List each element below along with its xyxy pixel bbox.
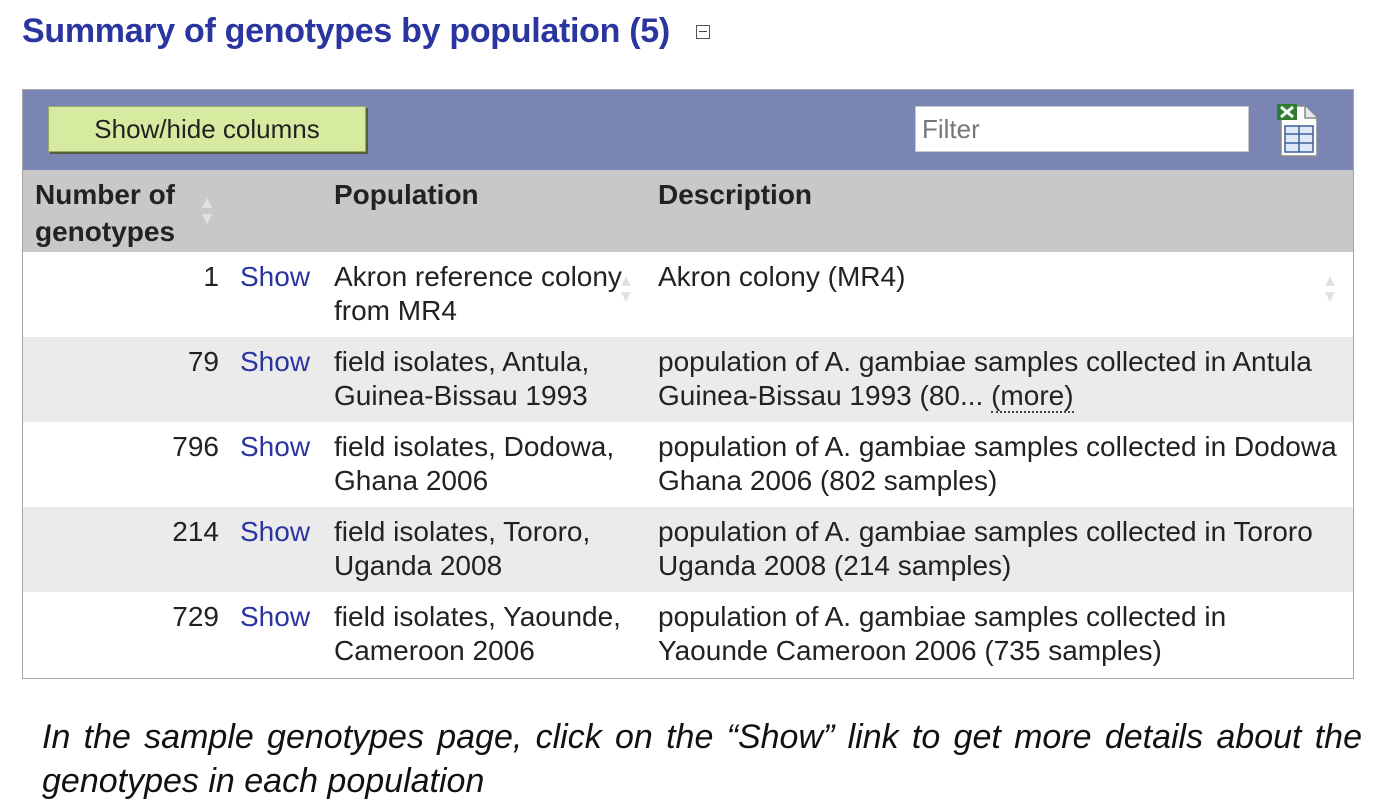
genotype-count: 1: [203, 261, 219, 292]
genotypes-table-panel: Show/hide columns Number of genotypes Po…: [22, 89, 1354, 679]
description-text: population of A. gambiae samples collect…: [658, 346, 1312, 411]
population-name: field isolates, Antula, Guinea-Bissau 19…: [334, 346, 590, 411]
section-header: Summary of genotypes by population (5): [22, 12, 710, 51]
column-header-population[interactable]: Population: [334, 176, 479, 213]
section-title: Summary of genotypes by population (5): [22, 12, 670, 50]
population-name: field isolates, Dodowa, Ghana 2006: [334, 431, 615, 496]
population-description: Akron colony (MR4): [658, 260, 1338, 294]
show-hide-columns-button[interactable]: Show/hide columns: [48, 106, 366, 152]
filter-input[interactable]: [915, 106, 1249, 152]
table-header: Number of genotypes Population Descripti…: [23, 170, 1353, 302]
table-row: 1 Show Akron reference colony from MR4 A…: [23, 252, 1353, 337]
genotype-count: 796: [172, 431, 219, 462]
description-text: population of A. gambiae samples collect…: [658, 601, 1227, 666]
population-name: field isolates, Yaounde, Cameroon 2006: [334, 601, 621, 666]
population-description: population of A. gambiae samples collect…: [658, 430, 1338, 498]
genotype-count: 214: [172, 516, 219, 547]
column-header-number-label: Number of genotypes: [35, 179, 176, 247]
show-link[interactable]: Show: [240, 516, 311, 547]
genotype-count: 729: [172, 601, 219, 632]
table-row: 796 Show field isolates, Dodowa, Ghana 2…: [23, 422, 1353, 507]
instruction-caption: In the sample genotypes page, click on t…: [42, 718, 1362, 800]
table-row: 729 Show field isolates, Yaounde, Camero…: [23, 592, 1353, 677]
description-text: Akron colony (MR4): [658, 261, 906, 292]
more-link[interactable]: (more): [991, 380, 1074, 413]
column-header-number[interactable]: Number of genotypes: [35, 176, 195, 250]
population-description: population of A. gambiae samples collect…: [658, 515, 1338, 583]
genotype-count: 79: [187, 346, 219, 377]
column-header-description[interactable]: Description: [658, 176, 812, 213]
sort-icon[interactable]: [619, 274, 633, 304]
table-row: 79 Show field isolates, Antula, Guinea-B…: [23, 337, 1353, 422]
description-text: population of A. gambiae samples collect…: [658, 516, 1313, 581]
column-header-population-label: Population: [334, 179, 479, 210]
population-description: population of A. gambiae samples collect…: [658, 600, 1338, 668]
show-link[interactable]: Show: [240, 346, 311, 377]
population-description: population of A. gambiae samples collect…: [658, 345, 1338, 413]
excel-export-icon[interactable]: [1275, 102, 1321, 158]
show-link[interactable]: Show: [240, 431, 311, 462]
sort-icon[interactable]: [200, 196, 214, 226]
table-toolbar: Show/hide columns: [23, 90, 1353, 170]
column-header-description-label: Description: [658, 179, 813, 210]
population-name: Akron reference colony from MR4: [334, 261, 622, 326]
description-text: population of A. gambiae samples collect…: [658, 431, 1337, 496]
show-link[interactable]: Show: [240, 261, 311, 292]
table-row: 214 Show field isolates, Tororo, Uganda …: [23, 507, 1353, 592]
sort-icon[interactable]: [1323, 274, 1337, 304]
population-name: field isolates, Tororo, Uganda 2008: [334, 516, 591, 581]
show-link[interactable]: Show: [240, 601, 311, 632]
collapse-icon[interactable]: [695, 24, 710, 39]
